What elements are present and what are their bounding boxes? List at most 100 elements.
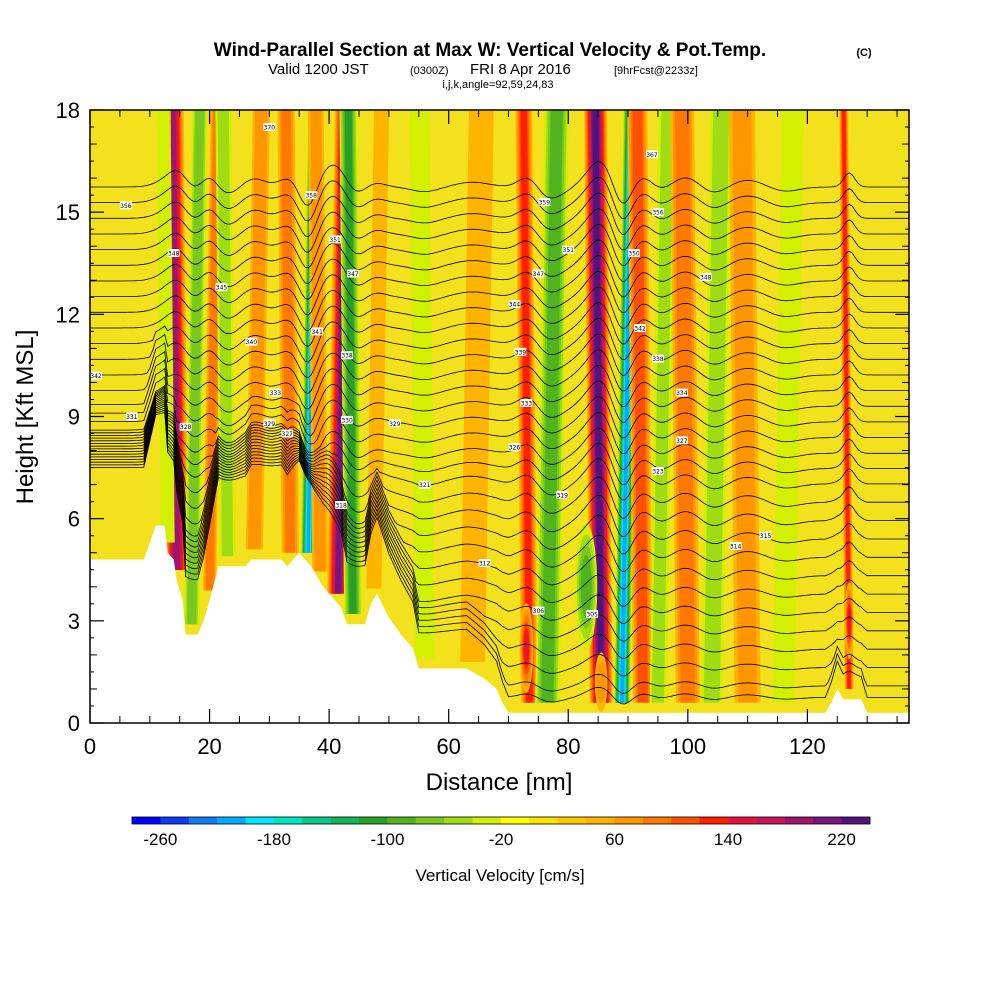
- colorbar-swatch: [245, 817, 275, 824]
- x-tick-label: 0: [84, 734, 96, 759]
- theta-contour-line: [90, 387, 909, 501]
- velocity-contour-fill: [675, 110, 695, 703]
- contour-label: 341: [311, 327, 324, 336]
- contour-label: 356: [651, 208, 664, 217]
- valid-time: Valid 1200 JST: [268, 61, 369, 78]
- theta-contour-line: [90, 161, 909, 206]
- contour-label: 342: [633, 323, 646, 332]
- velocity-contour-fill: [156, 110, 175, 543]
- colorbar-label: Vertical Velocity [cm/s]: [415, 866, 584, 885]
- colorbar-tick-label: -20: [489, 830, 514, 849]
- contour-label-text: 312: [479, 560, 491, 567]
- theta-contour-line: [90, 409, 909, 694]
- theta-contour-line: [90, 317, 909, 363]
- colorbar-frame: [131, 816, 871, 825]
- velocity-contour-fill: [524, 633, 529, 663]
- contour-label: 328: [179, 422, 192, 431]
- contour-label-bg: [628, 249, 641, 258]
- contour-label: 345: [215, 283, 228, 292]
- theta-contour-line: [90, 411, 909, 705]
- contour-label: 329: [388, 419, 401, 428]
- contour-label-text: 351: [563, 247, 575, 254]
- contour-label-text: 315: [760, 533, 772, 540]
- colorbar-swatch: [756, 817, 786, 824]
- contour-label-text: 327: [282, 431, 294, 438]
- y-tick-label: 15: [56, 200, 80, 225]
- colorbar-swatch: [217, 817, 246, 824]
- velocity-contour-fill: [592, 110, 604, 703]
- contour-label: 351: [562, 245, 575, 254]
- contour-labels: 356 342 331 348 328 345 340 333 329 327 370 358 341 3…: [90, 123, 772, 619]
- theta-contour-line: [90, 208, 909, 253]
- theta-contour-line: [90, 302, 909, 347]
- forecast-info: [9hrFcst@2233z]: [614, 65, 698, 77]
- contour-label-bg: [269, 388, 282, 397]
- velocity-contour-fill: [732, 110, 757, 703]
- theta-contour-line: [90, 392, 909, 555]
- contour-label-text: 367: [646, 152, 658, 159]
- contour-label: 338: [651, 354, 664, 363]
- contour-label: 348: [699, 272, 712, 281]
- contour-label-bg: [418, 480, 431, 489]
- y-tick-label: 0: [68, 711, 80, 736]
- theta-contour-line: [90, 350, 909, 410]
- theta-contour-line: [90, 286, 909, 332]
- x-axis-label: Distance [nm]: [426, 769, 573, 796]
- contour-label-bg: [651, 354, 664, 363]
- velocity-band: [366, 110, 389, 589]
- contour-label: 334: [675, 388, 688, 397]
- colorbar-swatch: [557, 817, 587, 824]
- copyright-mark: (C): [856, 47, 872, 59]
- contour-label: 350: [628, 249, 641, 258]
- contour-label-text: 350: [628, 251, 640, 258]
- colorbar-swatch: [671, 817, 700, 824]
- contour-label-bg: [263, 123, 276, 132]
- theta-contour-line: [90, 342, 909, 394]
- contour-label-text: 327: [676, 438, 688, 445]
- contour-label-text: 340: [246, 339, 258, 346]
- contour-label: 312: [478, 558, 491, 567]
- contour-label-bg: [125, 412, 138, 421]
- contour-label-text: 347: [347, 271, 359, 278]
- velocity-contour-fill: [596, 660, 606, 704]
- y-tick-label: 6: [68, 507, 80, 532]
- contour-label-bg: [675, 388, 688, 397]
- contour-label: 340: [245, 337, 258, 346]
- contour-label-bg: [675, 436, 688, 445]
- contour-label-text: 351: [329, 237, 341, 244]
- velocity-cell: [519, 603, 534, 693]
- contour-label-bg: [305, 191, 318, 200]
- velocity-contour-fill: [281, 110, 295, 553]
- velocity-contour-fill: [187, 110, 205, 625]
- contour-label-bg: [508, 300, 521, 309]
- colorbar-swatch: [302, 817, 331, 824]
- chart-title: Wind-Parallel Section at Max W: Vertical…: [214, 40, 766, 61]
- contour-label-bg: [478, 558, 491, 567]
- contour-label-bg: [119, 201, 132, 210]
- velocity-band: [728, 110, 761, 703]
- theta-contour-line: [90, 223, 909, 269]
- colorbar-swatch: [813, 817, 842, 824]
- contour-label-text: 339: [515, 349, 527, 356]
- contour-label-bg: [562, 245, 575, 254]
- colorbar-swatch: [273, 817, 303, 824]
- contour-label-text: 356: [120, 203, 132, 210]
- contour-label-text: 318: [335, 503, 347, 510]
- contour-label: 351: [329, 235, 342, 244]
- contour-label: 327: [675, 436, 688, 445]
- contour-label-bg: [520, 398, 533, 407]
- x-tick-label: 60: [436, 734, 460, 759]
- contour-label-bg: [759, 531, 772, 540]
- contour-label-text: 348: [700, 274, 712, 281]
- contour-label-bg: [651, 208, 664, 217]
- colorbar-swatch: [387, 817, 417, 824]
- contour-label-text: 342: [90, 373, 102, 380]
- contour-label-text: 326: [509, 445, 521, 452]
- contour-label: 306: [532, 606, 545, 615]
- theta-contour-line: [90, 270, 909, 316]
- x-axis: 0 20 40 60 80 100 120: [84, 110, 898, 759]
- colorbar-tick-label: -260: [143, 830, 177, 849]
- velocity-cell: [844, 582, 854, 660]
- velocity-contour-fill: [366, 110, 389, 589]
